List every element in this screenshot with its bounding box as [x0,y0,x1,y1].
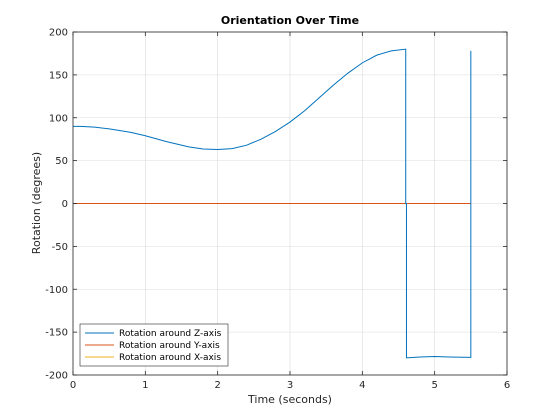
legend-label: Rotation around Z-axis [119,329,222,339]
chart-title: Orientation Over Time [221,14,359,27]
x-tick-label: 3 [287,380,293,391]
series-layer [73,48,472,359]
y-tick-label: 200 [49,28,68,39]
x-tick-label: 5 [431,380,437,391]
legend: Rotation around Z-axis Rotation around Y-… [79,323,229,367]
x-tick-label: 1 [142,380,148,391]
x-axis-title: Time (seconds) [247,393,332,406]
y-tick-label: -50 [52,242,68,253]
y-axis-title: Rotation (degrees) [30,152,43,254]
y-tick-label: -200 [45,371,68,382]
legend-label: Rotation around Y-axis [119,341,220,351]
x-tick-label: 6 [504,380,510,391]
y-tick-label: 100 [49,113,68,124]
x-tick-label: 2 [214,380,220,391]
tick-layer: 0 1 2 3 4 5 6 -200 -150 -100 -50 0 50 100 150 200 [45,28,510,392]
y-tick-label: -150 [45,328,68,339]
y-tick-label: 150 [49,70,68,81]
x-tick-label: 4 [359,380,365,391]
legend-label: Rotation around X-axis [119,353,221,363]
series-line-0 [73,48,472,359]
y-tick-label: -100 [45,285,68,296]
y-tick-label: 50 [55,156,68,167]
x-tick-label: 0 [70,380,76,391]
y-tick-label: 0 [62,199,68,210]
